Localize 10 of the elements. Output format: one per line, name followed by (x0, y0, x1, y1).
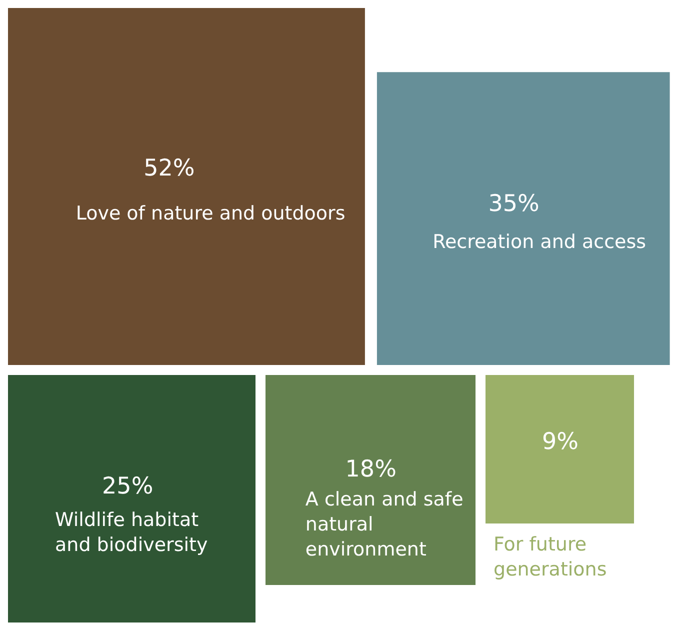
category-label: Love of nature and outdoors (76, 202, 346, 224)
category-label: Recreation and access (432, 231, 646, 254)
data-label: 18% (345, 456, 396, 482)
data-label: 52% (144, 156, 195, 182)
category-label: For future generations (494, 533, 607, 580)
category-label: A clean and safe natural environment (305, 488, 464, 560)
data-label: 25% (102, 473, 154, 500)
data-label: 35% (488, 190, 540, 217)
data-label: 9% (542, 428, 578, 455)
category-label: Wildlife habitat and biodiversity (55, 509, 208, 556)
